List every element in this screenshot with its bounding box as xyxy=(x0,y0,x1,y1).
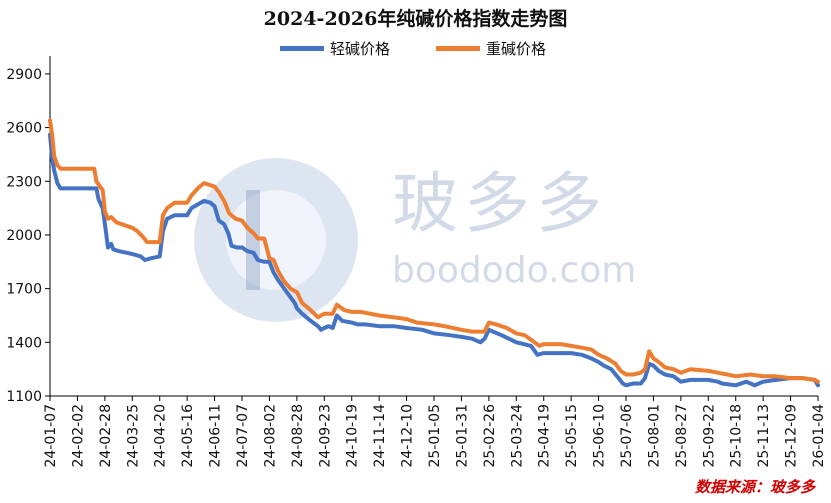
legend-label-dense: 重碱价格 xyxy=(486,40,547,58)
y-tick-label: 1400 xyxy=(6,335,42,351)
watermark-logo-icon xyxy=(194,158,358,322)
y-tick-label: 2300 xyxy=(6,174,42,190)
x-tick-label: 24-03-25 xyxy=(125,404,141,468)
x-tick-label: 24-09-23 xyxy=(317,404,333,468)
legend: 轻碱价格 重碱价格 xyxy=(280,38,546,59)
series-line-dense xyxy=(48,118,820,384)
x-tick-label: 24-02-28 xyxy=(98,404,114,468)
x-tick-label: 25-12-09 xyxy=(784,404,800,468)
axes: 1100 1400 1700 2000 2300 2600 2900 24-01-07 24-0… xyxy=(6,56,827,468)
x-tick-label: 24-11-14 xyxy=(372,404,388,468)
x-tick-label: 24-05-16 xyxy=(180,404,196,468)
x-tick-label: 24-01-07 xyxy=(43,404,59,468)
x-tick-label: 25-07-06 xyxy=(619,404,635,468)
series-line-light xyxy=(48,132,820,388)
x-tick-label: 25-01-31 xyxy=(454,404,470,468)
x-tick-label: 24-12-10 xyxy=(400,404,416,468)
chart-title: 2024-2026年纯碱价格指数走势图 xyxy=(263,8,568,30)
x-tick-label: 24-08-28 xyxy=(290,404,306,468)
x-tick-label: 25-01-05 xyxy=(427,404,443,468)
x-tick-label: 25-09-22 xyxy=(701,404,717,468)
y-tick-label: 1100 xyxy=(6,389,42,405)
x-tick-label: 24-02-02 xyxy=(70,404,86,468)
watermark-logo xyxy=(186,150,366,334)
x-tick-label: 26-01-04 xyxy=(811,404,827,468)
watermark-text: 玻多多 xyxy=(392,165,608,242)
x-tick-label: 24-06-11 xyxy=(208,404,224,468)
x-tick-label: 25-08-01 xyxy=(646,404,662,468)
legend-item-light: 轻碱价格 xyxy=(280,38,390,59)
source-note: 数据来源：玻多多 xyxy=(694,478,815,496)
legend-item-dense: 重碱价格 xyxy=(436,38,546,59)
x-tick-label: 24-08-02 xyxy=(262,404,278,468)
y-tick-label: 2900 xyxy=(6,67,42,83)
legend-swatch-light xyxy=(280,46,324,51)
y-tick-label: 1700 xyxy=(6,282,42,298)
x-tick-label: 25-08-27 xyxy=(674,404,690,468)
x-tick-label: 24-07-07 xyxy=(235,404,251,468)
y-tick-label: 2000 xyxy=(6,228,42,244)
x-tick-label: 25-05-15 xyxy=(564,404,580,468)
legend-label-light: 轻碱价格 xyxy=(330,40,391,58)
watermark-domain: boododo.com xyxy=(392,250,637,291)
x-tick-label: 25-06-10 xyxy=(592,404,608,468)
x-tick-label: 25-03-24 xyxy=(509,404,525,468)
series-layer xyxy=(48,118,820,388)
x-tick-label: 24-10-19 xyxy=(345,404,361,468)
x-tick-label: 25-02-26 xyxy=(482,404,498,468)
x-tick-label: 25-11-13 xyxy=(756,404,772,468)
y-tick-label: 2600 xyxy=(6,121,42,137)
x-tick-label: 25-10-18 xyxy=(729,404,745,468)
x-tick-label: 25-04-19 xyxy=(537,404,553,468)
x-tick-label: 24-04-20 xyxy=(153,404,169,468)
legend-swatch-dense xyxy=(436,46,481,51)
